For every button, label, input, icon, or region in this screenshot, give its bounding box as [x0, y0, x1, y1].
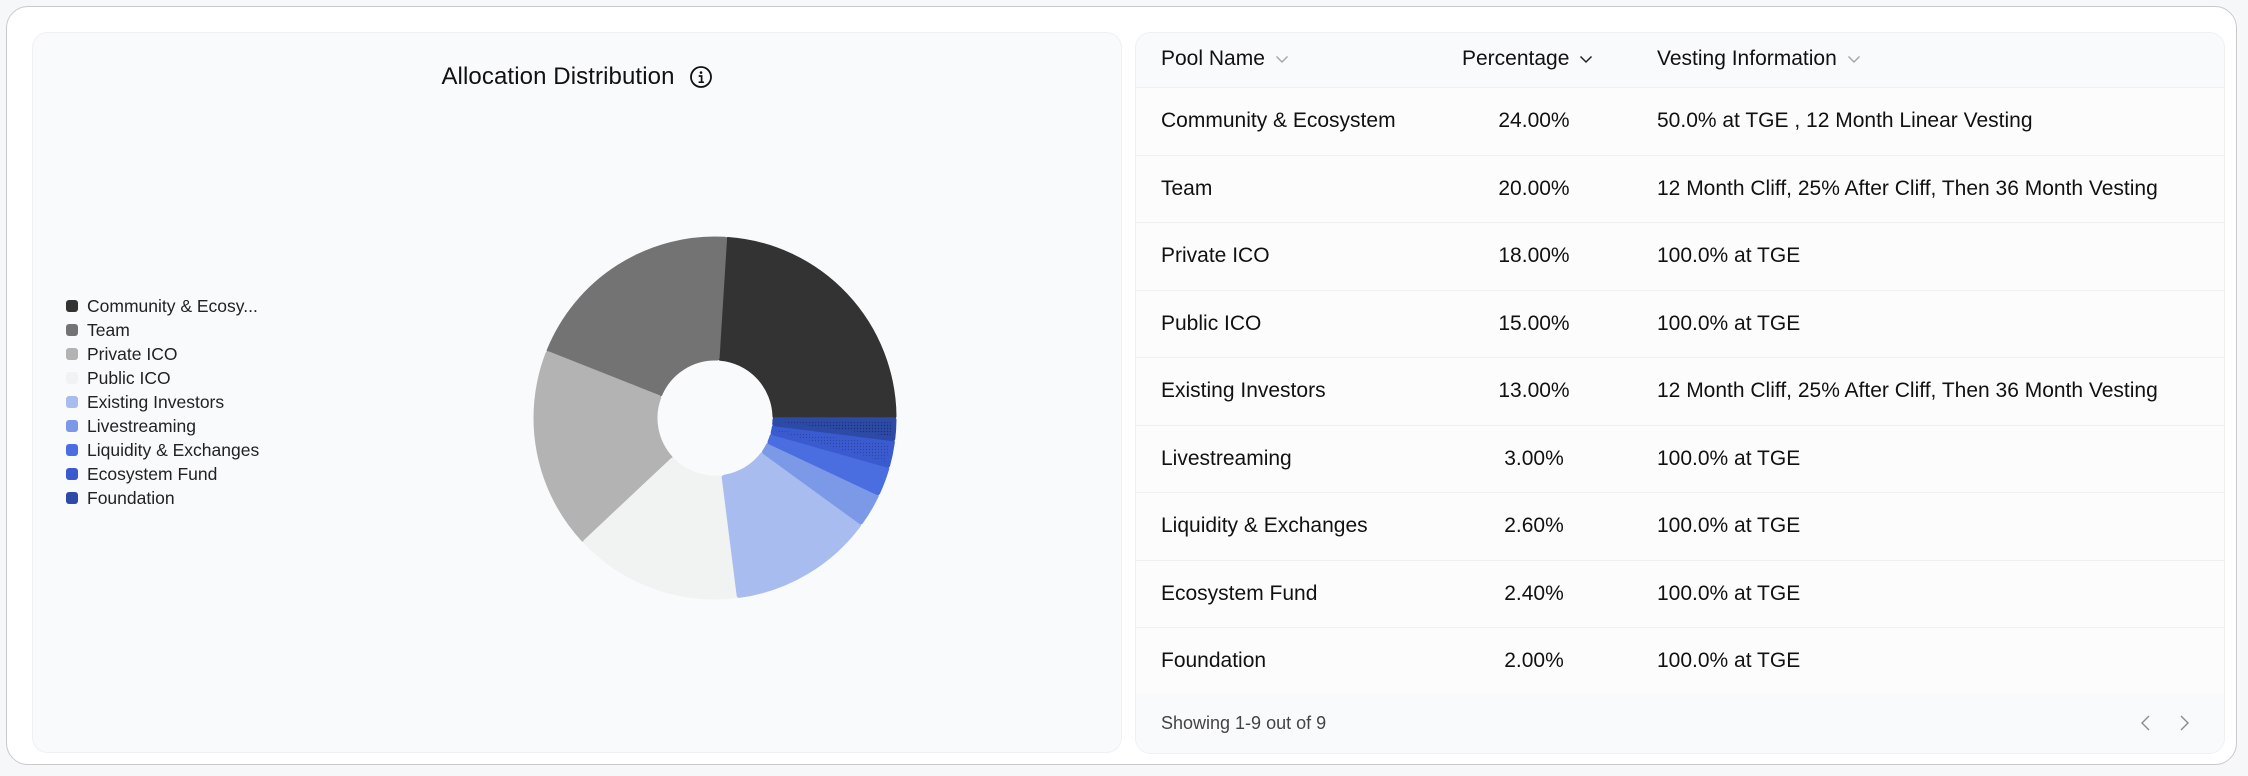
chart-title: Allocation Distribution: [441, 63, 675, 90]
pie-slice[interactable]: [762, 442, 879, 525]
legend-swatch: [66, 420, 78, 432]
chevron-down-icon: [1845, 50, 1863, 68]
cell-percentage: 3.00%: [1504, 446, 1564, 470]
pie-slice[interactable]: [772, 417, 897, 442]
cell-percentage: 2.60%: [1504, 514, 1564, 538]
table-row[interactable]: Private ICO 18.00% 100.0% at TGE: [1136, 223, 2224, 291]
legend-label: Liquidity & Exchanges: [87, 439, 260, 460]
pagination-summary: Showing 1-9 out of 9: [1161, 713, 1327, 733]
cell-pool-name: Liquidity & Exchanges: [1161, 514, 1368, 538]
cell-pool-name: Ecosystem Fund: [1161, 581, 1318, 605]
cell-percentage: 2.40%: [1504, 581, 1564, 605]
legend-label: Team: [87, 319, 130, 340]
table-body: Community & Ecosystem 24.00% 50.0% at TG…: [1136, 88, 2224, 696]
table-row[interactable]: Team 20.00% 12 Month Cliff, 25% After Cl…: [1136, 155, 2224, 223]
cell-vesting: 100.0% at TGE: [1657, 514, 1801, 538]
pagination-controls: [2136, 712, 2194, 734]
pie-slice[interactable]: [717, 236, 897, 419]
legend-swatch: [66, 444, 78, 456]
cell-vesting: 100.0% at TGE: [1657, 311, 1801, 335]
legend-item[interactable]: Team: [66, 318, 259, 342]
legend-label: Private ICO: [87, 343, 178, 364]
legend-item[interactable]: Ecosystem Fund: [66, 462, 259, 486]
legend-label: Foundation: [87, 487, 175, 508]
cell-pool-name: Livestreaming: [1161, 446, 1292, 470]
column-header-pool-name[interactable]: Pool Name: [1161, 47, 1291, 71]
cell-vesting: 100.0% at TGE: [1657, 649, 1801, 673]
table-header: Pool Name Percentage Vesting Information: [1136, 33, 2224, 88]
table-row[interactable]: Livestreaming 3.00% 100.0% at TGE: [1136, 425, 2224, 493]
cell-pool-name: Public ICO: [1161, 311, 1262, 335]
cell-percentage: 15.00%: [1498, 311, 1570, 335]
cell-vesting: 100.0% at TGE: [1657, 581, 1801, 605]
chart-panel: Allocation Distribution Community & Ecos…: [32, 32, 1122, 753]
legend-label: Community & Ecosy...: [87, 295, 258, 316]
table-row[interactable]: Foundation 2.00% 100.0% at TGE: [1136, 628, 2224, 696]
legend-swatch: [66, 492, 78, 504]
cell-vesting: 12 Month Cliff, 25% After Cliff, Then 36…: [1657, 379, 2158, 403]
pie-slice[interactable]: [533, 351, 673, 542]
legend-item[interactable]: Public ICO: [66, 366, 259, 390]
legend-item[interactable]: Community & Ecosy...: [66, 294, 259, 318]
allocation-card: Allocation Distribution Community & Ecos…: [6, 6, 2237, 765]
cell-percentage: 2.00%: [1504, 649, 1564, 673]
column-header-label: Pool Name: [1161, 47, 1265, 70]
cell-percentage: 20.00%: [1498, 176, 1570, 200]
table-row[interactable]: Liquidity & Exchanges 2.60% 100.0% at TG…: [1136, 493, 2224, 561]
cell-pool-name: Team: [1161, 176, 1213, 200]
table-row[interactable]: Public ICO 15.00% 100.0% at TGE: [1136, 290, 2224, 358]
legend-label: Ecosystem Fund: [87, 463, 218, 484]
legend-label: Public ICO: [87, 367, 171, 388]
pie-slice[interactable]: [721, 452, 862, 598]
pie-slice[interactable]: [583, 457, 739, 600]
cell-pool-name: Existing Investors: [1161, 379, 1326, 403]
table-row[interactable]: Existing Investors 13.00% 12 Month Cliff…: [1136, 358, 2224, 426]
pie-slice[interactable]: [767, 433, 890, 496]
legend-label: Livestreaming: [87, 415, 196, 436]
legend-label: Existing Investors: [87, 391, 225, 412]
chart-header: Allocation Distribution: [33, 61, 1121, 93]
legend-item[interactable]: Foundation: [66, 486, 259, 510]
legend-item[interactable]: Private ICO: [66, 342, 259, 366]
donut-chart-svg: [533, 236, 897, 600]
legend-item[interactable]: Existing Investors: [66, 390, 259, 414]
chevron-down-icon: [1273, 50, 1291, 68]
legend-swatch: [66, 324, 78, 336]
cell-percentage: 13.00%: [1498, 379, 1570, 403]
cell-vesting: 100.0% at TGE: [1657, 446, 1801, 470]
cell-pool-name: Community & Ecosystem: [1161, 109, 1396, 133]
pie-slice[interactable]: [546, 236, 728, 397]
legend-item[interactable]: Liquidity & Exchanges: [66, 438, 259, 462]
legend-swatch: [66, 468, 78, 480]
cell-vesting: 50.0% at TGE , 12 Month Linear Vesting: [1657, 109, 2033, 133]
allocation-table: Pool Name Percentage Vesting Information: [1135, 32, 2225, 754]
cell-vesting: 100.0% at TGE: [1657, 244, 1801, 268]
legend-swatch: [66, 396, 78, 408]
cell-vesting: 12 Month Cliff, 25% After Cliff, Then 36…: [1657, 176, 2158, 200]
column-header-label: Percentage: [1462, 47, 1570, 70]
legend-swatch: [66, 348, 78, 360]
column-header-vesting-information[interactable]: Vesting Information: [1657, 47, 1863, 71]
cell-percentage: 18.00%: [1498, 244, 1570, 268]
chart-legend: Community & Ecosy... Team Private ICO Pu…: [66, 294, 259, 510]
donut-chart: [508, 211, 928, 631]
chevron-down-icon: [1577, 50, 1595, 68]
column-header-label: Vesting Information: [1657, 47, 1837, 70]
column-header-percentage[interactable]: Percentage: [1462, 47, 1595, 71]
cell-percentage: 24.00%: [1498, 109, 1570, 133]
info-circle-icon[interactable]: [689, 65, 713, 89]
table-row[interactable]: Community & Ecosystem 24.00% 50.0% at TG…: [1136, 88, 2224, 156]
legend-swatch: [66, 300, 78, 312]
table-footer: Showing 1-9 out of 9: [1136, 694, 2224, 753]
legend-swatch: [66, 372, 78, 384]
table-row[interactable]: Ecosystem Fund 2.40% 100.0% at TGE: [1136, 560, 2224, 628]
cell-pool-name: Foundation: [1161, 649, 1267, 673]
cell-pool-name: Private ICO: [1161, 244, 1270, 268]
chevron-right-icon[interactable]: [2174, 712, 2194, 734]
legend-item[interactable]: Livestreaming: [66, 414, 259, 438]
pie-slice[interactable]: [770, 424, 895, 468]
chevron-left-icon[interactable]: [2136, 712, 2156, 734]
